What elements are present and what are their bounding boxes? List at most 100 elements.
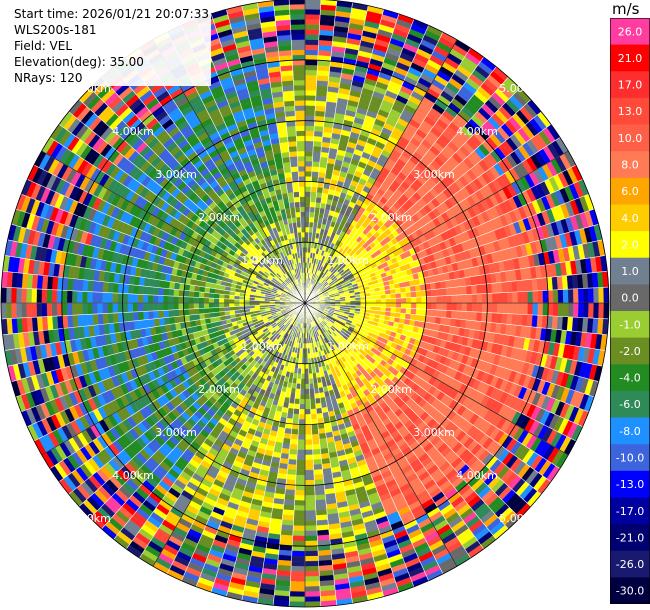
velocity-cell	[92, 291, 98, 304]
velocity-cell	[304, 201, 311, 208]
velocity-cell	[466, 285, 473, 295]
velocity-cell	[578, 288, 584, 304]
velocity-cell	[304, 19, 320, 25]
velocity-cell	[173, 309, 180, 317]
velocity-cell	[431, 295, 437, 304]
velocity-cell	[291, 171, 299, 178]
velocity-cell	[547, 289, 554, 304]
velocity-cell	[97, 313, 104, 325]
velocity-cell	[301, 236, 306, 243]
velocity-cell	[97, 281, 104, 293]
velocity-cell	[299, 201, 306, 208]
velocity-cell	[36, 302, 43, 318]
ray-gap	[304, 87, 521, 304]
velocity-cell	[198, 297, 204, 304]
velocity-cell	[315, 100, 327, 107]
velocity-cell	[162, 295, 169, 304]
velocity-cell	[506, 281, 513, 293]
velocity-cell	[304, 125, 315, 132]
ray-gap	[304, 179, 583, 304]
ray-gap	[304, 239, 603, 304]
velocity-cell	[313, 130, 324, 137]
velocity-cell	[283, 95, 295, 102]
velocity-cell	[10, 302, 17, 319]
velocity-cell	[137, 285, 144, 295]
velocity-cell	[304, 155, 313, 162]
velocity-cell	[603, 286, 610, 304]
velocity-cell	[293, 196, 300, 203]
velocity-cell	[304, 84, 317, 91]
velocity-cell	[168, 288, 175, 297]
velocity-cell	[122, 302, 129, 313]
velocity-cell	[310, 181, 318, 188]
velocity-cell	[178, 302, 184, 310]
elevation: Elevation(deg): 35.00	[12, 54, 211, 70]
velocity-cell	[173, 289, 180, 297]
velocity-cell	[46, 302, 53, 317]
velocity-cell	[188, 308, 195, 316]
velocity-cell	[162, 302, 169, 311]
velocity-cell	[395, 297, 402, 304]
velocity-cell	[238, 299, 245, 304]
velocity-cell	[289, 8, 306, 15]
velocity-cell	[102, 281, 109, 293]
velocity-cell	[426, 296, 432, 304]
velocity-cell	[304, 54, 319, 61]
velocity-cell	[292, 69, 306, 76]
velocity-cell	[304, 3, 321, 10]
velocity-cell	[312, 156, 321, 163]
velocity-cell	[142, 285, 149, 295]
velocity-cell	[295, 125, 306, 132]
velocity-cell	[294, 105, 306, 111]
velocity-cell	[313, 125, 324, 132]
velocity-cell	[142, 294, 149, 304]
velocity-cell	[304, 39, 319, 46]
velocity-cell	[56, 289, 63, 304]
velocity-cell	[310, 196, 317, 203]
velocity-cell	[218, 302, 225, 308]
velocity-cell	[127, 293, 134, 304]
velocity-cell	[228, 298, 235, 304]
ray-gap	[304, 164, 577, 304]
velocity-cell	[51, 302, 58, 317]
velocity-cell	[10, 287, 17, 304]
velocity-cell	[296, 140, 306, 147]
velocity-cell	[183, 296, 189, 304]
velocity-cell	[440, 288, 447, 296]
velocity-cell	[300, 211, 306, 218]
velocity-cell	[304, 181, 312, 187]
velocity-cell	[295, 120, 306, 127]
velocity-cell	[304, 34, 320, 41]
velocity-cell	[292, 186, 300, 193]
ray-gap	[304, 31, 444, 304]
velocity-cell	[390, 293, 397, 299]
velocity-cell	[487, 293, 493, 304]
velocity-cell	[314, 110, 326, 117]
velocity-cell	[416, 296, 422, 304]
velocity-cell	[76, 302, 83, 316]
velocity-cell	[102, 302, 108, 314]
velocity-cell	[299, 191, 306, 197]
velocity-cell	[203, 302, 210, 309]
velocity-cell	[304, 216, 310, 223]
velocity-cell	[287, 135, 297, 142]
velocity-cell	[542, 290, 549, 304]
velocity-cell	[107, 282, 114, 294]
velocity-cell	[147, 302, 154, 312]
velocity-cell	[297, 171, 306, 177]
velocity-cell	[137, 294, 144, 304]
velocity-cell	[304, 226, 310, 233]
velocity-cell	[309, 211, 315, 218]
velocity-cell	[562, 289, 569, 304]
velocity-cell	[127, 302, 134, 313]
velocity-cell	[112, 292, 118, 304]
velocity-cell	[496, 282, 503, 294]
velocity-cell	[132, 302, 139, 313]
velocity-cell	[292, 74, 306, 81]
velocity-cell	[293, 191, 300, 198]
velocity-cell	[290, 166, 299, 173]
velocity-cell	[283, 100, 295, 107]
velocity-cell	[300, 221, 306, 228]
velocity-cell	[304, 0, 322, 5]
velocity-cell	[441, 295, 448, 304]
